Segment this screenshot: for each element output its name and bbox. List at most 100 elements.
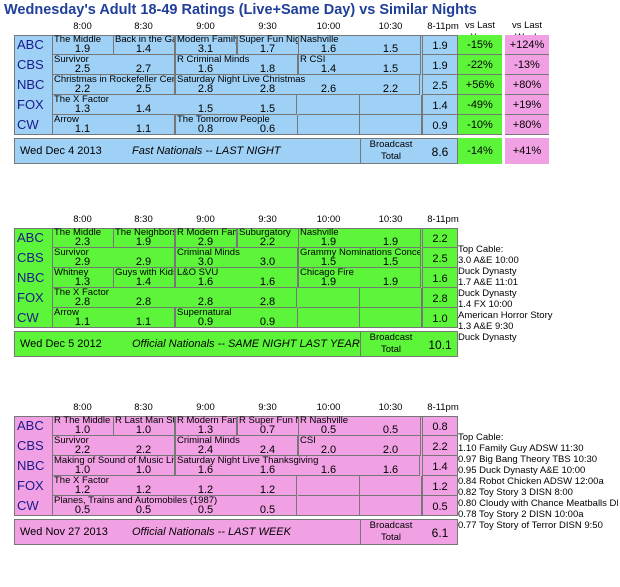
rating-value: 1.5 <box>197 103 214 115</box>
network-label: ABC <box>17 418 44 433</box>
network-label: NBC <box>17 270 45 285</box>
time-slot-header: 9:30 <box>258 402 277 413</box>
show-cell <box>113 268 175 288</box>
empty-cell <box>360 476 422 496</box>
rating-value: 2.0 <box>320 444 337 456</box>
total-value: 0.9 <box>432 120 448 132</box>
show-title: Saturday Night Live Christmas <box>177 75 306 85</box>
rating-value: 1.5 <box>382 63 399 75</box>
time-slot-header: 9:00 <box>196 21 215 32</box>
rating-value: 1.7 <box>259 43 276 55</box>
show-cell <box>175 268 298 288</box>
total-value: 1.0 <box>432 313 448 325</box>
rating-value: 2.5 <box>135 83 152 95</box>
footer-date: Wed Nov 27 2013 <box>20 526 108 538</box>
rating-value: 1.1 <box>74 316 91 328</box>
side-note: 3.0 A&E 10:00 <box>458 255 519 266</box>
show-cell <box>52 248 175 268</box>
vs-last-year-value: -49% <box>458 95 502 115</box>
show-title: Suburgatory <box>239 228 291 238</box>
rating-value: 1.4 <box>135 103 152 115</box>
rating-value: 1.2 <box>259 484 276 496</box>
side-note: 0.78 Toy Story 2 DISN 10:00a <box>458 509 584 520</box>
time-slot-header: 8:30 <box>134 21 153 32</box>
show-title: Nashville <box>300 228 339 238</box>
rating-value: 2.8 <box>259 296 276 308</box>
network-label: NBC <box>17 77 45 92</box>
show-title: Super Fun Night <box>239 35 298 45</box>
total-value: 2.2 <box>432 441 448 453</box>
rating-value: 0.8 <box>197 123 214 135</box>
total-value: 1.6 <box>432 273 448 285</box>
empty-cell <box>298 95 360 115</box>
rating-value: 2.7 <box>135 63 152 75</box>
show-title: Criminal Minds <box>177 248 240 258</box>
rating-value: 2.8 <box>259 83 276 95</box>
broadcast-label: Broadcast Total <box>369 139 413 162</box>
show-title: Saturday Night Live Thanksgiving <box>177 456 319 466</box>
side-note: Top Cable: <box>458 244 504 255</box>
network-label: CBS <box>17 57 44 72</box>
show-title: R Modern Family <box>177 416 236 426</box>
show-cell <box>52 496 297 516</box>
vs-last-year-value: +56% <box>458 75 502 95</box>
time-slot-header: 8:30 <box>134 402 153 413</box>
rating-value: 2.6 <box>320 83 337 95</box>
time-slot-header: 10:30 <box>378 214 403 225</box>
show-cell <box>175 75 420 95</box>
rating-value: 1.8 <box>259 63 276 75</box>
side-note: 0.80 Cloudy with Chance Meatballs DISN <box>458 498 618 509</box>
rating-value: 1.6 <box>197 464 214 476</box>
rating-value: 1.2 <box>74 484 91 496</box>
rating-value: 1.2 <box>197 484 214 496</box>
show-title: R The Middle <box>54 416 111 426</box>
rating-value: 0.5 <box>320 424 337 436</box>
side-note: 1.3 A&E 9:30 <box>458 321 514 332</box>
show-cell <box>52 75 175 95</box>
total-cell <box>422 55 458 75</box>
show-cell <box>298 416 421 436</box>
rating-value: 1.0 <box>135 464 152 476</box>
total-cell <box>422 75 458 95</box>
show-cell <box>175 416 237 436</box>
rating-value: 1.0 <box>135 424 152 436</box>
show-title: L&O SVU <box>177 268 219 278</box>
side-note: 1.10 Family Guy ADSW 11:30 <box>458 443 584 454</box>
footer-bar <box>14 331 458 357</box>
rating-value: 1.0 <box>74 424 91 436</box>
show-title: The X Factor <box>54 95 109 105</box>
show-title: The X Factor <box>54 476 109 486</box>
footer-date: Wed Dec 4 2013 <box>20 145 102 157</box>
side-note: 1.4 FX 10:00 <box>458 299 513 310</box>
time-slot-header: 8:00 <box>73 214 92 225</box>
footer-caption: Fast Nationals -- LAST NIGHT <box>132 145 281 157</box>
rating-value: 2.8 <box>74 296 91 308</box>
broadcast-label: Broadcast Total <box>369 332 413 355</box>
total-value: 2.5 <box>432 253 448 265</box>
broadcast-total-box <box>360 519 423 545</box>
footer-bar <box>14 138 458 164</box>
rating-value: 1.9 <box>135 236 152 248</box>
show-cell <box>298 228 421 248</box>
show-title: Survivor <box>54 248 89 258</box>
show-title: Making of Sound of Music Live <box>54 456 174 466</box>
show-title: Survivor <box>54 55 89 65</box>
vs-last-week-value: +80% <box>505 75 549 95</box>
rating-value: 0.5 <box>197 504 214 516</box>
side-note: Duck Dynasty <box>458 332 517 343</box>
total-value: 1.2 <box>432 481 448 493</box>
show-cell <box>175 115 298 135</box>
show-cell <box>113 228 175 248</box>
total-cell <box>422 268 458 288</box>
show-title: Chicago Fire <box>300 268 354 278</box>
rating-value: 2.2 <box>135 444 152 456</box>
network-label: CBS <box>17 250 44 265</box>
side-note: 1.7 A&E 11:01 <box>458 277 519 288</box>
empty-cell <box>298 496 360 516</box>
footer-caption: Official Nationals -- LAST WEEK <box>132 526 291 538</box>
rating-value: 1.5 <box>382 43 399 55</box>
side-note: 0.82 Toy Story 3 DISN 8:00 <box>458 487 573 498</box>
network-label: ABC <box>17 230 44 245</box>
show-title: Christmas in Rockefeller Center <box>54 75 174 85</box>
empty-cell <box>360 308 422 328</box>
